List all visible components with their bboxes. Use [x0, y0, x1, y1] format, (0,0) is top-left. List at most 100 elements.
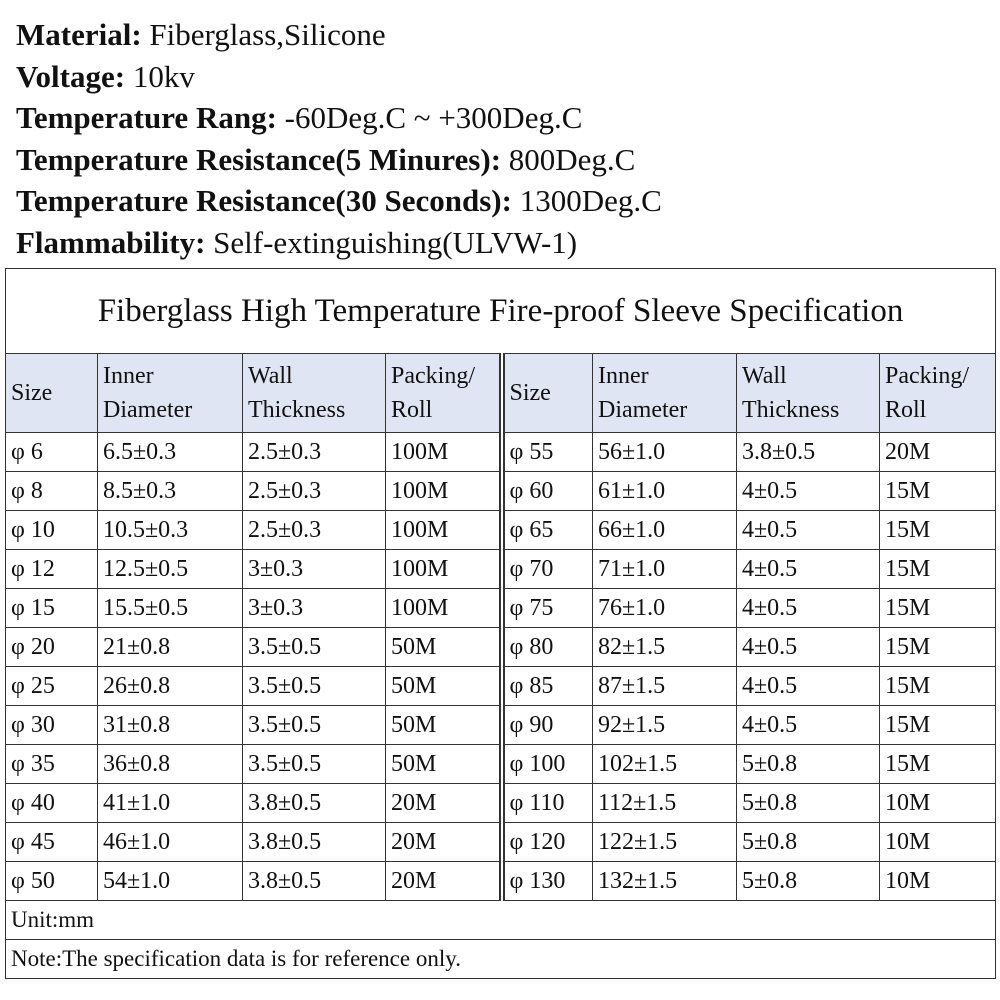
spec-label: Voltage:: [16, 58, 126, 94]
spec-value: 800Deg.C: [508, 141, 636, 177]
cell: 20M: [385, 861, 502, 901]
cell: 112±1.5: [592, 783, 737, 823]
cell: φ 25: [5, 666, 98, 706]
cell: 100M: [385, 549, 502, 589]
cell: 50M: [385, 744, 502, 784]
cell: 71±1.0: [592, 549, 737, 589]
spec-value: 10kv: [132, 58, 195, 94]
cell: 5±0.8: [736, 822, 880, 862]
cell: φ 75: [498, 588, 593, 628]
cell: 4±0.5: [736, 510, 880, 550]
cell: 12.5±0.5: [97, 549, 243, 589]
footer-note: Unit:mm: [4, 900, 997, 940]
spec-value: Self-extinguishing(ULVW-1): [213, 224, 578, 260]
spec-value: Fiberglass,Silicone: [149, 17, 386, 52]
cell: 3.8±0.5: [242, 783, 386, 823]
cell: 3.8±0.5: [242, 861, 386, 901]
header-text: Size: [509, 380, 551, 406]
data-row: φ 15 15.5±0.5 3±0.3 100M φ 75 76±1.0 4±0.5 15M: [5, 588, 997, 628]
cell: 102±1.5: [592, 744, 737, 784]
cell: φ 20: [5, 627, 98, 667]
cell: φ 10: [5, 510, 98, 550]
cell: 15M: [878, 588, 997, 628]
cell: 2.5±0.3: [242, 471, 386, 511]
cell: 4±0.5: [736, 549, 880, 589]
spec-line: Temperature Resistance(5 Minures): 800De…: [16, 139, 662, 181]
cell: 6.5±0.3: [97, 432, 243, 472]
cell: 4±0.5: [736, 666, 880, 706]
table-title: Fiberglass High Temperature Fire-proof S…: [4, 268, 997, 354]
header-text: Thickness: [742, 397, 840, 423]
cell: 5±0.8: [736, 783, 880, 823]
cell: 15M: [878, 471, 997, 511]
cell: 3±0.3: [242, 588, 386, 628]
cell: 20M: [385, 822, 502, 862]
cell: 36±0.8: [97, 744, 243, 784]
spec-line: Temperature Resistance(30 Seconds): 1300…: [16, 180, 662, 222]
cell: 5±0.8: [736, 861, 880, 901]
cell: 15M: [878, 510, 997, 550]
cell: 2.5±0.3: [242, 432, 386, 472]
cell: 3.5±0.5: [242, 744, 386, 784]
cell: φ 6: [5, 432, 98, 472]
cell: φ 90: [498, 705, 593, 745]
header-text: Thickness: [248, 397, 346, 423]
cell: 50M: [385, 666, 502, 706]
cell: 26±0.8: [97, 666, 243, 706]
cell: 21±0.8: [97, 627, 243, 667]
footer-row: Unit:mm: [4, 900, 997, 940]
cell: φ 110: [498, 783, 593, 823]
cell: 100M: [385, 510, 502, 550]
cell: φ 130: [498, 861, 593, 901]
cell: φ 50: [5, 861, 98, 901]
cell: 31±0.8: [97, 705, 243, 745]
title-row: Fiberglass High Temperature Fire-proof S…: [4, 268, 997, 354]
header-cell: Inner Diameter: [97, 353, 243, 433]
header-text: Diameter: [103, 397, 193, 423]
spec-label: Temperature Rang:: [16, 100, 277, 135]
cell: 10M: [878, 783, 997, 823]
header-cell: Packing/Roll: [385, 353, 502, 433]
cell: 56±1.0: [592, 432, 737, 472]
cell: 3.8±0.5: [242, 822, 386, 862]
cell: φ 60: [498, 471, 593, 511]
cell: 100M: [385, 432, 502, 472]
data-row: φ 30 31±0.8 3.5±0.5 50M φ 90 92±1.5 4±0.5 15M: [5, 705, 997, 745]
header-text: Packing/: [885, 363, 969, 389]
data-row: φ 12 12.5±0.5 3±0.3 100M φ 70 71±1.0 4±0.5 15M: [5, 549, 997, 589]
cell: 54±1.0: [97, 861, 243, 901]
cell: φ 120: [498, 822, 593, 862]
cell: 15.5±0.5: [97, 588, 243, 628]
cell: φ 55: [498, 432, 593, 472]
cell: 4±0.5: [736, 588, 880, 628]
cell: φ 35: [5, 744, 98, 784]
cell: φ 100: [498, 744, 593, 784]
cell: φ 8: [5, 471, 98, 511]
cell: 3.5±0.5: [242, 627, 386, 667]
cell: 100M: [385, 588, 502, 628]
data-row: φ 20 21±0.8 3.5±0.5 50M φ 80 82±1.5 4±0.5 15M: [5, 627, 997, 667]
cell: 15M: [878, 666, 997, 706]
spec-line: Flammability: Self-extinguishing(ULVW-1): [16, 222, 662, 264]
header-row: Size Inner Diameter Wall Thickness Packing/Ro…: [5, 353, 997, 433]
cell: 92±1.5: [592, 705, 737, 745]
cell: 10.5±0.3: [97, 510, 243, 550]
data-row: φ 50 54±1.0 3.8±0.5 20M φ 130 132±1.5 5±0.8 10M: [5, 861, 997, 901]
cell: 122±1.5: [592, 822, 737, 862]
cell: 15M: [878, 627, 997, 667]
cell: 10M: [878, 822, 997, 862]
header-text: Roll: [391, 397, 433, 423]
cell: 100M: [385, 471, 502, 511]
cell: 61±1.0: [592, 471, 737, 511]
cell: 132±1.5: [592, 861, 737, 901]
header-cell: Inner Diameter: [592, 353, 737, 433]
cell: 50M: [385, 705, 502, 745]
cell: φ 85: [498, 666, 593, 706]
cell: φ 65: [498, 510, 593, 550]
cell: 82±1.5: [592, 627, 737, 667]
cell: 20M: [385, 783, 502, 823]
header-text: Wall: [248, 363, 293, 389]
spec-label: Temperature Resistance(5 Minures):: [16, 141, 502, 177]
spec-label: Temperature Resistance(30 Seconds):: [16, 183, 512, 218]
